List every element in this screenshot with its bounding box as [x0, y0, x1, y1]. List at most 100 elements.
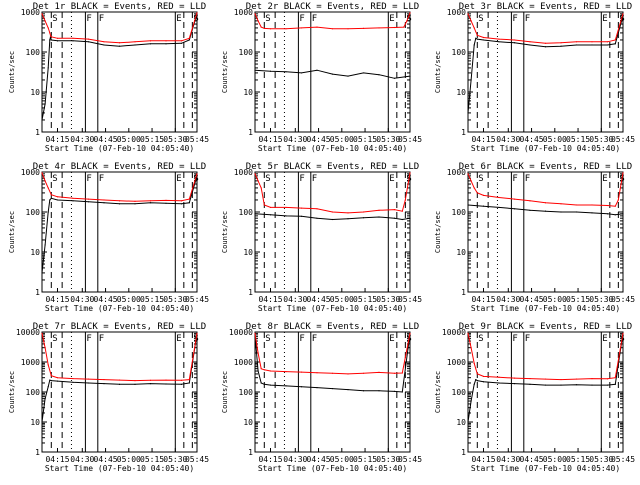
y-tick-label: 100: [239, 208, 254, 217]
data-point: [470, 180, 472, 182]
data-point: [49, 39, 51, 41]
data-point: [254, 173, 256, 175]
data-point: [470, 79, 472, 81]
data-point: [575, 378, 578, 380]
data-point: [47, 27, 49, 29]
x-tick-label: 04:30: [283, 135, 307, 144]
x-tick-label: 04:30: [496, 135, 520, 144]
data-point: [378, 209, 380, 211]
x-tick-label: 04:45: [94, 455, 118, 464]
event-marker-label: F: [99, 334, 104, 344]
event-marker-label: F: [512, 14, 517, 24]
event-marker-label: E: [176, 174, 181, 184]
data-point: [47, 67, 49, 69]
data-point: [316, 208, 318, 210]
x-tick-label: 05:00: [117, 455, 141, 464]
data-point: [50, 197, 52, 199]
chart-panel: Det 4r BLACK = Events, RED = LLD 1 10 100 10…: [8, 162, 209, 313]
event-marker-label: F: [299, 334, 304, 344]
data-point: [575, 384, 578, 386]
data-point: [196, 12, 198, 14]
plot-frame: [467, 171, 624, 293]
y-tick-label: 10000: [442, 328, 466, 337]
series-line-lld: [467, 333, 624, 381]
x-tick-label: 04:45: [94, 135, 118, 144]
x-axis-label: Start Time (07-Feb-10 04:05:40): [471, 464, 620, 473]
x-axis-label: Start Time (07-Feb-10 04:05:40): [45, 464, 194, 473]
data-point: [409, 332, 411, 334]
event-marker-label: E: [602, 334, 607, 344]
data-point: [529, 200, 531, 202]
series-line-lld: [467, 172, 624, 207]
data-point: [409, 75, 411, 77]
panel-title: Det 3r BLACK = Events, RED = LLD: [459, 2, 632, 12]
y-tick-label: 10: [243, 418, 253, 427]
panel-title: Det 8r BLACK = Events, RED = LLD: [246, 322, 419, 332]
y-axis-label: Counts/sec: [221, 371, 229, 413]
data-point: [44, 20, 46, 22]
data-point: [476, 373, 478, 375]
y-axis-label: Counts/sec: [8, 211, 16, 253]
data-point: [300, 72, 303, 74]
x-tick-label: 05:30: [163, 135, 187, 144]
x-tick-label: 05:45: [398, 455, 422, 464]
data-point: [134, 379, 136, 382]
data-point: [378, 390, 380, 392]
data-point: [362, 211, 365, 213]
data-point: [41, 332, 43, 334]
data-point: [331, 73, 334, 75]
y-axis-label: Counts/sec: [8, 51, 16, 93]
data-point: [188, 198, 190, 200]
event-marker-label: F: [99, 14, 104, 24]
data-point: [560, 45, 562, 47]
data-point: [591, 41, 593, 43]
data-point: [560, 203, 562, 205]
x-tick-label: 04:30: [70, 295, 94, 304]
data-point: [103, 202, 105, 204]
data-point: [180, 383, 183, 385]
y-axis-label: Counts/sec: [434, 371, 442, 413]
x-tick-label: 05:30: [376, 135, 400, 144]
data-point: [482, 194, 485, 197]
data-point: [149, 40, 152, 42]
y-tick-label: 100: [26, 208, 41, 217]
data-point: [56, 380, 59, 382]
x-tick-label: 04:30: [283, 295, 307, 304]
data-point: [331, 387, 334, 390]
data-point: [316, 217, 318, 219]
data-point: [393, 77, 396, 79]
x-tick-label: 04:30: [70, 455, 94, 464]
data-point: [49, 379, 51, 381]
data-point: [269, 70, 272, 72]
x-tick-label: 04:30: [70, 135, 94, 144]
x-tick-label: 04:45: [520, 135, 544, 144]
data-point: [482, 375, 485, 378]
data-point: [393, 217, 396, 219]
event-marker-label: F: [299, 14, 304, 24]
y-tick-label: 1: [461, 128, 466, 137]
x-axis-label: Start Time (07-Feb-10 04:05:40): [258, 464, 407, 473]
data-point: [560, 211, 562, 213]
x-tick-label: 05:30: [163, 295, 187, 304]
x-tick-label: 04:15: [258, 295, 282, 304]
data-point: [285, 385, 287, 387]
data-point: [544, 42, 547, 44]
data-point: [622, 332, 624, 334]
data-point: [41, 119, 43, 121]
data-point: [473, 383, 475, 385]
data-point: [180, 42, 183, 44]
data-point: [41, 13, 43, 15]
data-point: [269, 214, 272, 216]
data-point: [44, 398, 46, 400]
data-point: [180, 379, 183, 381]
event-marker-label: F: [512, 174, 517, 184]
x-tick-label: 04:45: [520, 295, 544, 304]
data-point: [87, 41, 90, 43]
event-marker-label: E: [176, 14, 181, 24]
plot-frame: [254, 171, 411, 293]
data-point: [49, 199, 51, 201]
data-point: [362, 27, 365, 29]
series-line-lld: [467, 13, 624, 44]
y-axis-label: Counts/sec: [221, 51, 229, 93]
